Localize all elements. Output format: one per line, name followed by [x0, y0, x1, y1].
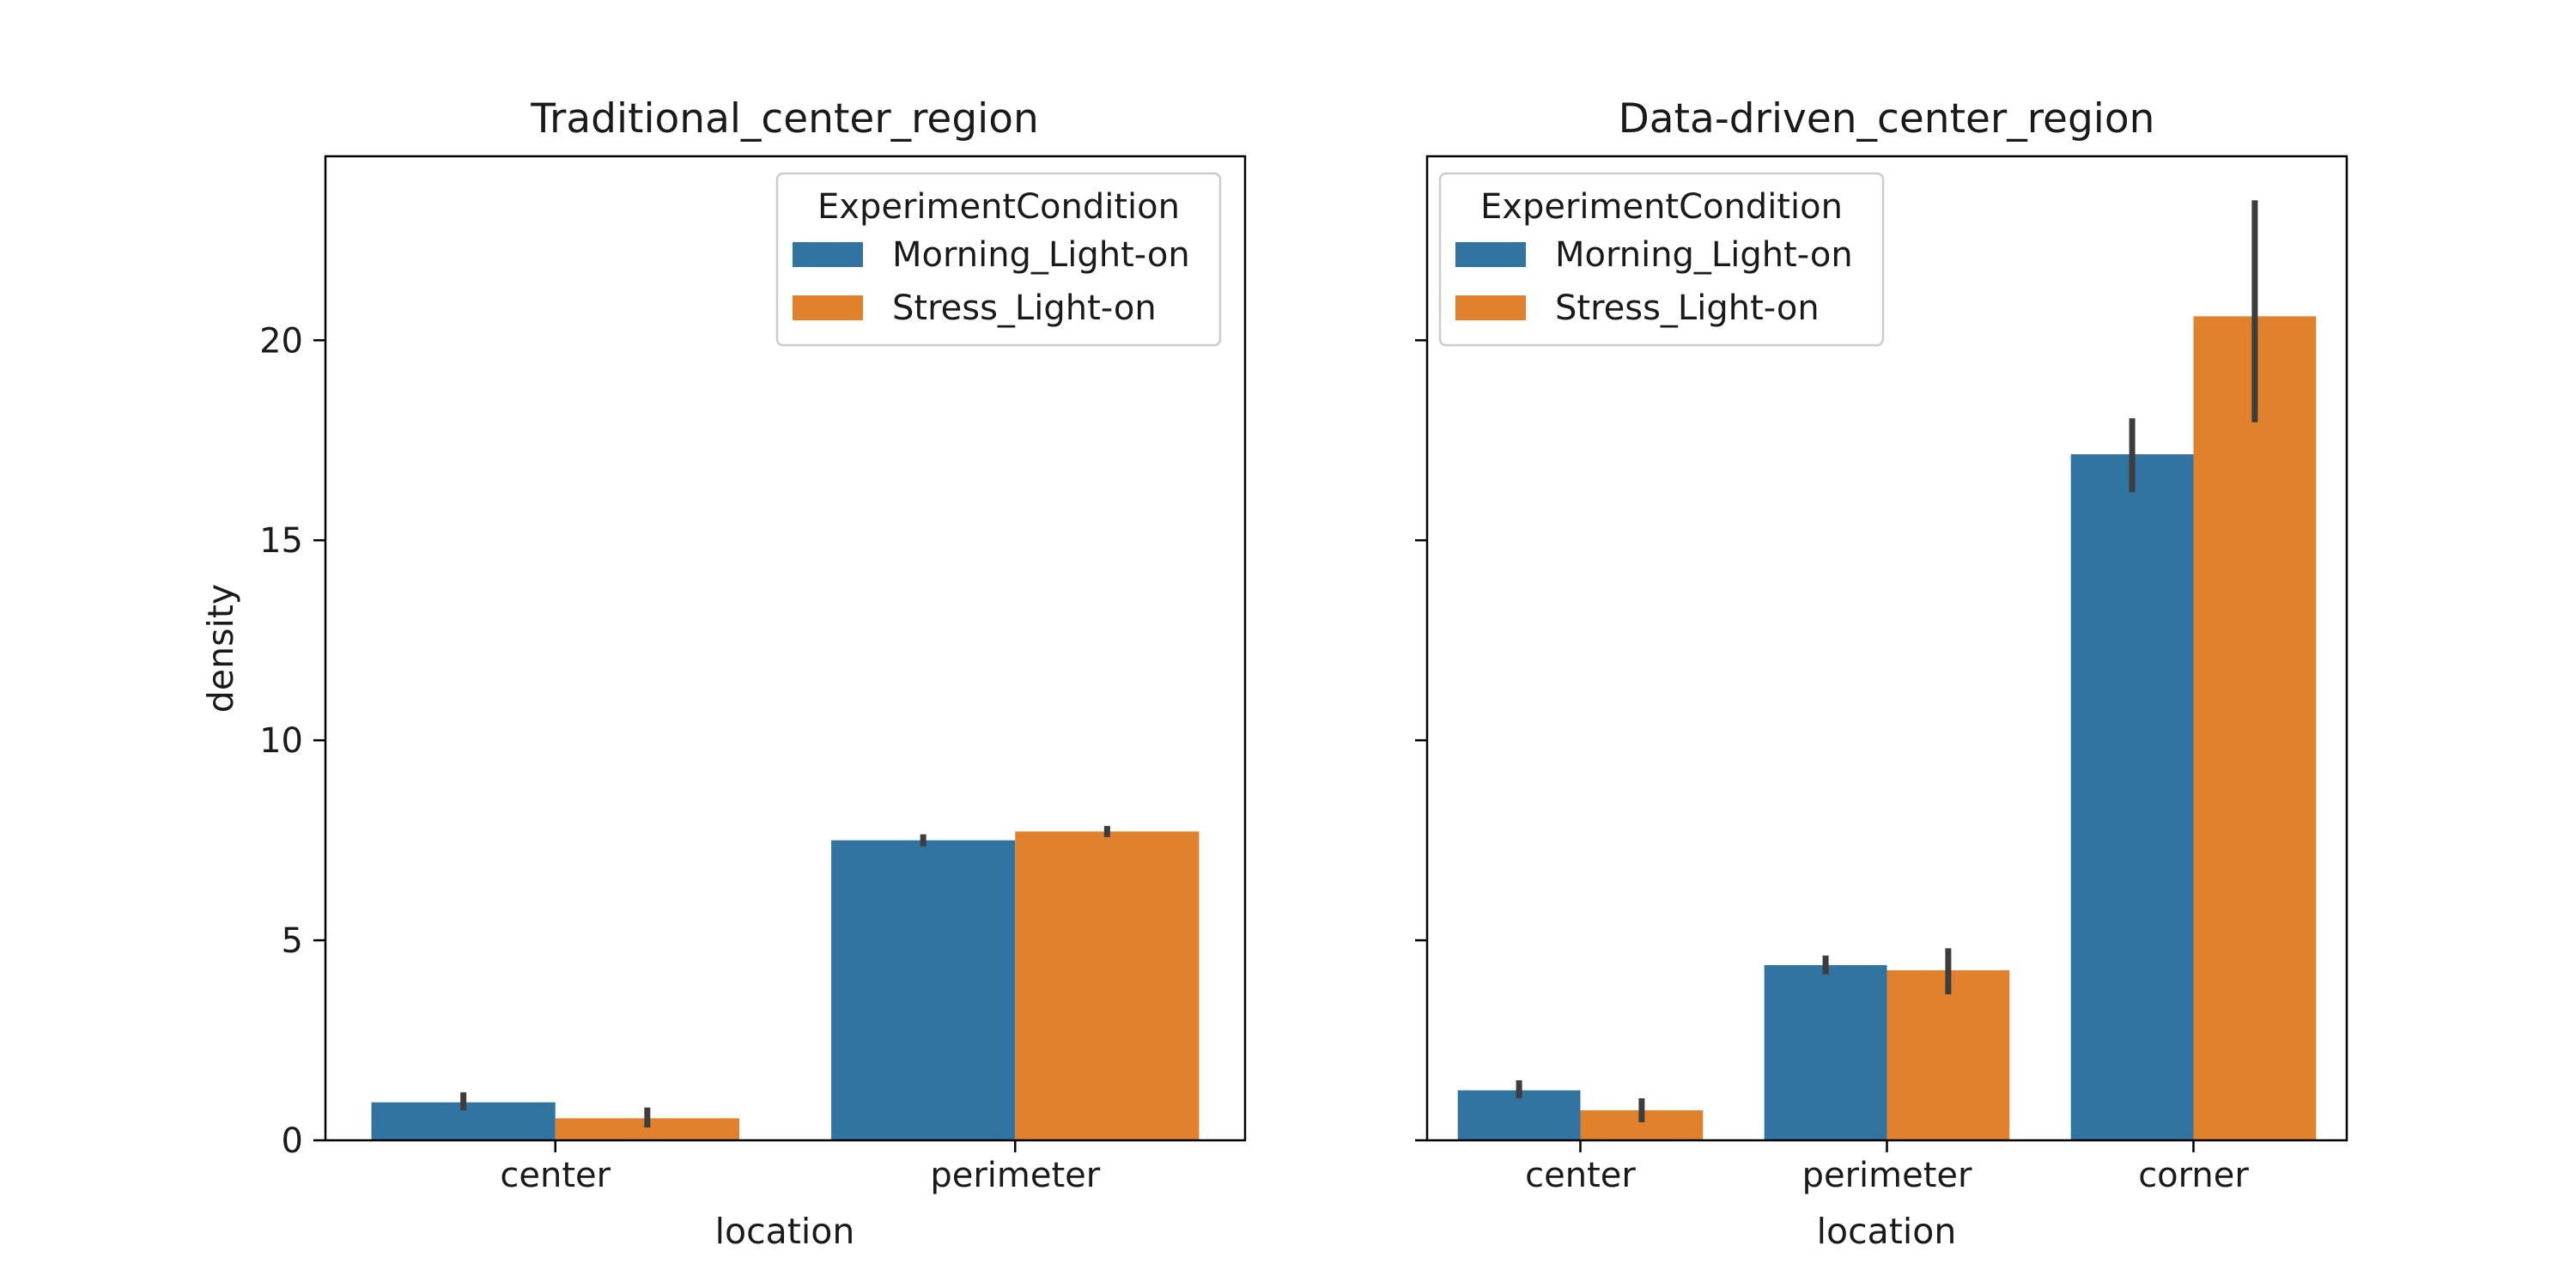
x-tick-label: perimeter	[1802, 1156, 1972, 1195]
bar-stress_light-on-perimeter	[1886, 970, 2010, 1140]
bar-stress_light-on-perimeter	[1015, 831, 1200, 1140]
legend: ExperimentCondition Morning_Light-on Stres…	[1438, 172, 1885, 347]
legend-swatch	[793, 242, 863, 267]
y-axis	[1415, 339, 1427, 1142]
error-bars-group	[460, 825, 1110, 1128]
legend-swatch	[793, 295, 863, 320]
y-tick-label: 0	[282, 1121, 303, 1161]
bars-group	[1457, 316, 2317, 1141]
legend-title: ExperimentCondition	[817, 187, 1180, 227]
panel-title: Traditional_center_region	[530, 95, 1039, 143]
x-tick-label: corner	[2138, 1156, 2249, 1195]
legend-entry-label: Morning_Light-on	[1555, 235, 1853, 275]
bar-morning_light-on-perimeter	[831, 840, 1016, 1140]
x-tick-label: center	[1525, 1156, 1636, 1195]
legend-box	[775, 172, 1222, 347]
x-axis: center perimeter	[500, 1140, 1101, 1195]
legend-swatch	[1455, 295, 1526, 320]
legend: ExperimentCondition Morning_Light-on Stres…	[775, 172, 1222, 347]
x-axis: center perimeter corner	[1525, 1140, 2249, 1195]
legend-entry-label: Morning_Light-on	[892, 235, 1190, 275]
bar-stress_light-on-corner	[2193, 316, 2317, 1141]
y-tick-label: 15	[259, 521, 303, 561]
panel-data-driven: Data-driven_center_region center perimete…	[1415, 95, 2348, 1252]
y-axis: 0 5 10 15 20	[259, 321, 325, 1161]
x-tick-label: perimeter	[930, 1156, 1100, 1195]
bar-morning_light-on-center	[1457, 1090, 1581, 1140]
panel-traditional: Traditional_center_region 0 5 10 15 20 cente…	[200, 95, 1247, 1252]
x-axis-label: location	[1817, 1211, 1957, 1252]
panel-title: Data-driven_center_region	[1619, 95, 2155, 143]
legend-title: ExperimentCondition	[1480, 187, 1843, 227]
bar-morning_light-on-perimeter	[1764, 964, 1887, 1140]
legend-entry-label: Stress_Light-on	[892, 289, 1157, 328]
bar-morning_light-on-corner	[2070, 454, 2194, 1140]
bars-group	[371, 831, 1200, 1140]
legend-box	[1438, 172, 1885, 347]
y-tick-label: 10	[259, 721, 303, 761]
axes-frame	[324, 155, 1247, 1142]
x-tick-label: center	[500, 1156, 611, 1195]
x-axis-label: location	[715, 1211, 855, 1252]
y-tick-label: 20	[259, 321, 303, 361]
legend-swatch	[1455, 242, 1526, 267]
y-tick-label: 5	[282, 921, 303, 961]
legend-entry-label: Stress_Light-on	[1555, 289, 1820, 328]
error-bars-group	[1516, 200, 2258, 1123]
y-axis-label: density	[200, 584, 241, 713]
